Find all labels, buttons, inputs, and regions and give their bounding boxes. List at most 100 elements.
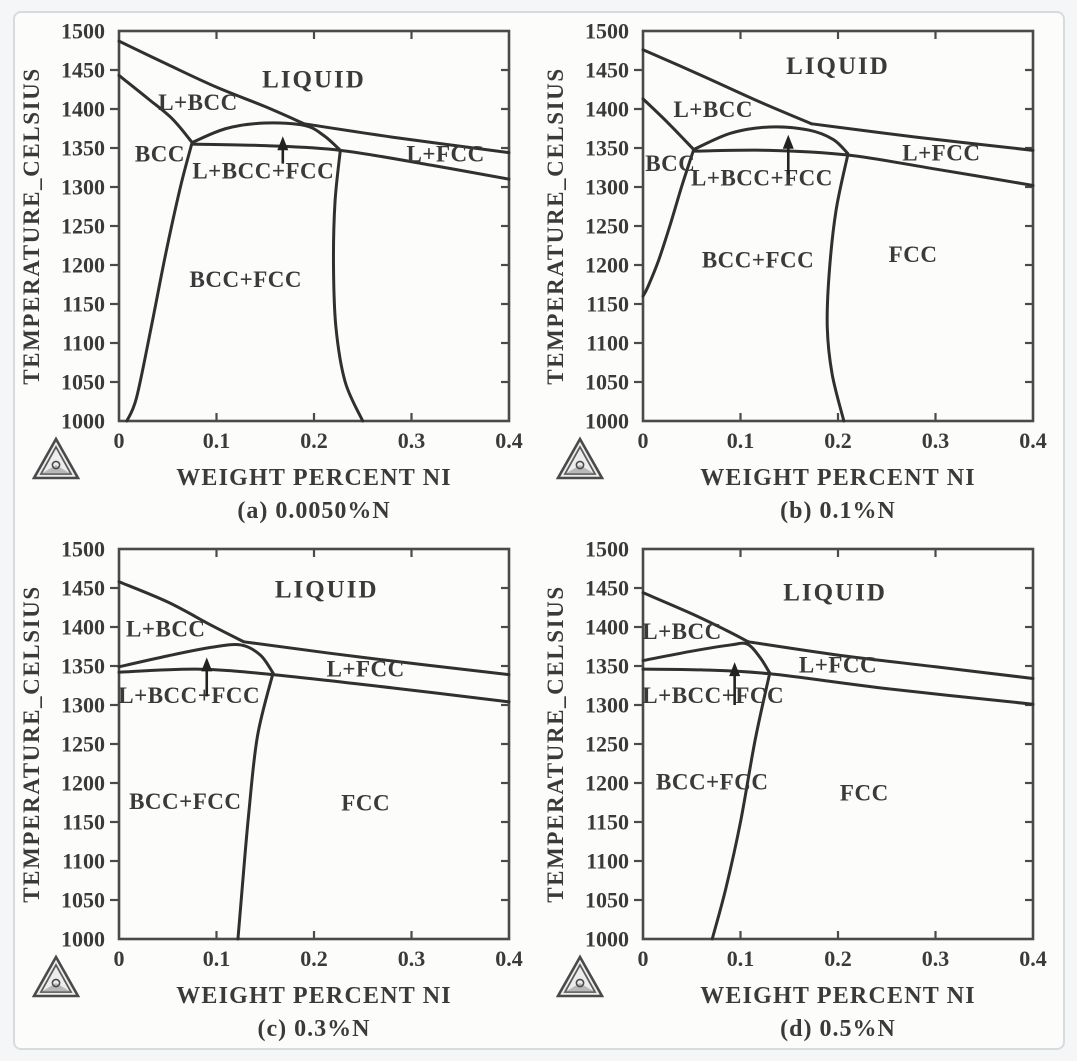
region-label-fcc: FCC — [889, 242, 938, 267]
x-tick-label: 0.3 — [922, 946, 950, 971]
y-tick-label: 1450 — [585, 58, 629, 83]
curve-liquid-fcc-top — [810, 122, 1035, 152]
y-tick-label: 1350 — [61, 654, 105, 679]
y-tick-label: 1250 — [61, 732, 105, 757]
x-axis-label: WEIGHT PERCENT NI — [176, 465, 452, 491]
curve-fcc-solvus — [710, 671, 772, 941]
y-tick-label: 1350 — [585, 136, 629, 161]
curve-fcc-dome — [117, 643, 275, 675]
x-tick-label: 0 — [114, 946, 125, 971]
y-tick-label: 1300 — [585, 175, 629, 200]
x-tick-label: 0.1 — [203, 946, 231, 971]
y-tick-label: 1200 — [585, 771, 629, 796]
phase-diagram-b: 1000 1050 1100 1150 1200 1250 1300 1350 1400 1450… — [539, 13, 1063, 532]
x-tick-label: 0.4 — [1019, 946, 1047, 971]
y-tick-label: 1000 — [61, 409, 105, 434]
plot-frame — [641, 29, 1035, 423]
y-tick-label: 1150 — [586, 810, 629, 835]
x-tick-label: 0.4 — [1019, 428, 1047, 453]
y-tick-label: 1100 — [62, 849, 105, 874]
x-tick-label: 0 — [638, 428, 649, 453]
x-tick-label: 0.3 — [922, 428, 950, 453]
composition-arrow — [782, 134, 794, 175]
y-tick-label: 1500 — [585, 537, 629, 562]
x-axis-label: WEIGHT PERCENT NI — [700, 983, 976, 1009]
y-tick-label: 1150 — [62, 292, 105, 317]
region-label-fcc: FCC — [341, 791, 390, 816]
y-tick-label: 1250 — [585, 214, 629, 239]
x-tick-label: 0 — [638, 946, 649, 971]
y-tick-label: 1450 — [585, 576, 629, 601]
y-tick-label: 1450 — [61, 576, 105, 601]
x-tick-label: 0.1 — [727, 946, 755, 971]
region-label-bcc: BCC — [645, 151, 695, 176]
curve-fcc-solvus — [331, 148, 365, 423]
x-tick-label: 0.2 — [300, 428, 328, 453]
y-tick-label: 1300 — [61, 175, 105, 200]
region-label-l-bcc: L+BCC — [673, 97, 753, 122]
curve-liquidus — [117, 39, 306, 126]
y-tick-label: 1050 — [585, 888, 629, 913]
region-label-bcc-fcc: BCC+FCC — [656, 769, 768, 794]
region-label-l-bcc: L+BCC — [126, 617, 206, 642]
curve-fcc-solvus — [236, 671, 275, 941]
region-label-liquid: LIQUID — [262, 66, 366, 93]
curve-liquid-fcc-top — [746, 640, 1035, 680]
curve-solidus-bottom — [641, 667, 1035, 706]
thermo-calc-triangle-logo-icon — [555, 954, 605, 998]
y-tick-label: 1100 — [586, 331, 629, 356]
region-label-l-bcc-fcc: L+BCC+FCC — [192, 159, 334, 184]
phase-diagram-a: 1000 1050 1100 1150 1200 1250 1300 1350 1400 1450… — [15, 13, 541, 532]
composition-arrow — [201, 657, 213, 697]
composition-arrow — [277, 136, 289, 164]
curve-bcc-solidus — [117, 73, 194, 145]
curve-liquid-fcc-top — [302, 122, 511, 155]
region-label-bcc-fcc: BCC+FCC — [129, 789, 241, 814]
y-tick-label: 1100 — [586, 849, 629, 874]
thermo-calc-triangle-logo-icon — [31, 436, 81, 480]
y-tick-label: 1500 — [61, 537, 105, 562]
y-tick-label: 1200 — [61, 253, 105, 278]
y-tick-label: 1350 — [585, 654, 629, 679]
y-tick-label: 1400 — [61, 615, 105, 640]
y-tick-label: 1300 — [585, 693, 629, 718]
curve-bcc-solvus — [125, 141, 194, 423]
curve-bcc-solvus — [641, 148, 696, 298]
chart-caption: (a) 0.0050%N — [237, 498, 390, 524]
region-label-l-fcc: L+FCC — [799, 652, 877, 677]
y-tick-label: 1350 — [61, 136, 105, 161]
region-label-fcc: FCC — [840, 780, 889, 805]
x-tick-label: 0.4 — [495, 946, 523, 971]
region-label-l-fcc: L+FCC — [407, 141, 485, 166]
y-axis-label: TEMPERATURE_CELSIUS — [19, 585, 44, 903]
y-tick-label: 1450 — [61, 58, 105, 83]
y-tick-label: 1050 — [61, 370, 105, 395]
curve-liquidus — [117, 580, 246, 644]
y-axis-label: TEMPERATURE_CELSIUS — [543, 67, 568, 385]
y-tick-label: 1050 — [585, 370, 629, 395]
curve-fcc-dome — [641, 641, 772, 675]
x-tick-label: 0.3 — [398, 946, 426, 971]
y-axis-label: TEMPERATURE_CELSIUS — [543, 585, 568, 903]
y-tick-label: 1100 — [62, 331, 105, 356]
y-tick-label: 1500 — [585, 19, 629, 44]
y-tick-label: 1050 — [61, 888, 105, 913]
region-label-l-fcc: L+FCC — [327, 656, 405, 681]
y-tick-label: 1200 — [585, 253, 629, 278]
y-tick-label: 1150 — [62, 810, 105, 835]
x-tick-label: 0 — [114, 428, 125, 453]
region-label-liquid: LIQUID — [275, 577, 379, 604]
y-axis-label: TEMPERATURE_CELSIUS — [19, 67, 44, 385]
curve-liquid-fcc-top — [242, 640, 511, 677]
region-label-l-bcc-fcc: L+BCC+FCC — [642, 683, 784, 708]
y-tick-label: 1000 — [585, 409, 629, 434]
y-tick-label: 1150 — [586, 292, 629, 317]
plot-frame — [641, 547, 1035, 941]
curve-solidus-bottom — [117, 667, 511, 704]
x-tick-label: 0.2 — [300, 946, 328, 971]
y-tick-label: 1250 — [61, 214, 105, 239]
y-tick-label: 1400 — [585, 615, 629, 640]
figure-panel: 1000 1050 1100 1150 1200 1250 1300 1350 1400 1450… — [13, 11, 1065, 1050]
thermo-calc-triangle-logo-icon — [555, 436, 605, 480]
y-tick-label: 1200 — [61, 771, 105, 796]
